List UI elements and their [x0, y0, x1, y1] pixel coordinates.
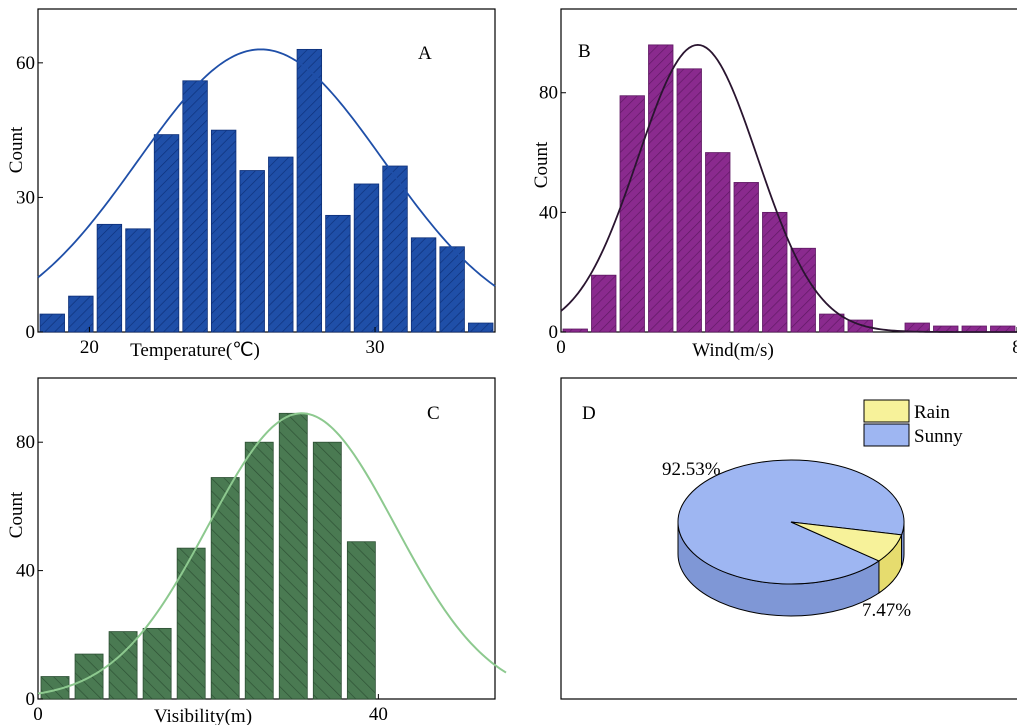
y-tick-label-b-1: 40: [539, 202, 558, 223]
bar-b-5: [705, 152, 731, 333]
x-tick-label-a-1: 30: [366, 337, 385, 358]
panel-a-ticks: 0 30 60 20 30: [16, 53, 385, 358]
bar-a-0: [39, 313, 65, 333]
bar-a-11: [353, 183, 380, 333]
x-tick-label-c-0: 0: [33, 704, 43, 725]
bar-a-8: [268, 156, 294, 333]
y-tick-label-c-2: 80: [16, 432, 35, 453]
bar-c-0: [40, 676, 70, 700]
x-tick-label-b-1: 8: [1012, 337, 1017, 358]
bar-b-4: [676, 68, 702, 333]
bar-b-8: [790, 247, 816, 333]
legend-swatch-sunny: [863, 423, 910, 447]
panel-a-label: A: [418, 43, 432, 64]
panel-c-x-label: Visibility(m): [154, 706, 252, 725]
panel-d-label: D: [582, 403, 596, 424]
legend-label-rain: Rain: [914, 402, 950, 423]
bar-a-7: [239, 170, 265, 333]
pie-value-label-rain: 7.47%: [862, 600, 911, 621]
y-tick-label-a-1: 30: [16, 187, 35, 208]
panel-c-bars: [40, 412, 376, 700]
bar-a-2: [96, 223, 123, 333]
panel-b-label: B: [578, 41, 591, 62]
bar-c-5: [210, 477, 240, 700]
panel-b-fit-curve: [560, 43, 1017, 333]
panel-c-ticks: 0 40 80 0 40: [16, 432, 388, 725]
pie-slice-rain: [790, 521, 903, 562]
bar-a-15: [468, 322, 494, 333]
panel-c-fit-curve: [37, 412, 507, 695]
bar-a-3: [125, 228, 151, 333]
panel-d-frame: [560, 377, 1017, 700]
x-tick-label-c-1: 40: [369, 704, 388, 725]
panel-a-y-label: Count: [6, 126, 27, 173]
panel-b-x-label: Wind(m/s): [692, 340, 774, 361]
legend-label-sunny: Sunny: [914, 426, 963, 447]
panel-a-temperature-histogram: 0 30 60 20 30 A Temperature(℃) Count: [6, 8, 496, 361]
panel-c-y-label: Count: [6, 491, 27, 538]
bar-a-14: [439, 246, 465, 333]
bar-a-9: [296, 48, 323, 333]
bar-a-5: [182, 80, 208, 333]
y-tick-label-b-0: 0: [549, 322, 559, 343]
pie-value-label-sunny: 92.53%: [662, 459, 721, 480]
panel-b-bars: [562, 44, 1016, 333]
panel-b-wind-histogram: 0 40 80 0 8 B Wind(m/s) Count: [531, 8, 1017, 361]
panel-b-ticks: 0 40 80 0 8: [539, 83, 1017, 358]
bar-a-13: [410, 237, 437, 333]
y-tick-label-a-2: 60: [16, 53, 35, 74]
bar-b-7: [762, 211, 788, 333]
panel-a-bars: [39, 48, 494, 333]
bar-b-10: [847, 319, 873, 333]
bar-c-7: [278, 412, 308, 700]
bar-c-6: [244, 441, 274, 700]
y-tick-label-b-2: 80: [539, 83, 558, 104]
y-tick-label-c-0: 0: [26, 689, 36, 710]
bar-c-4: [176, 547, 206, 700]
bar-b-1: [591, 274, 617, 333]
y-tick-label-a-0: 0: [26, 322, 36, 343]
bar-a-6: [210, 129, 237, 333]
bar-b-0: [562, 328, 588, 333]
panel-a-x-label: Temperature(℃): [130, 340, 260, 361]
bar-b-3: [648, 44, 674, 333]
bar-b-6: [733, 182, 759, 333]
bar-c-3: [142, 627, 172, 700]
bar-a-10: [325, 214, 351, 333]
panel-d-weather-pie: D Rain Sunny 92.53% 7.47%: [560, 377, 1017, 700]
y-tick-label-c-1: 40: [16, 561, 35, 582]
bar-a-1: [68, 295, 94, 333]
panel-a-frame: [37, 8, 496, 333]
legend-swatch-rain: [863, 399, 910, 423]
bar-c-9: [346, 541, 376, 700]
bar-a-12: [382, 165, 408, 333]
bar-b-2: [619, 95, 645, 333]
panel-c-visibility-histogram: 0 40 80 0 40 C Visibility(m) Count: [6, 377, 507, 725]
bar-a-4: [153, 134, 180, 333]
panel-c-label: C: [427, 403, 440, 424]
panel-d-pie: [677, 459, 905, 617]
panel-d-legend: Rain Sunny: [863, 399, 963, 447]
x-tick-label-a-0: 20: [80, 337, 99, 358]
panel-a-fit-curve: [37, 48, 496, 287]
x-tick-label-b-0: 0: [556, 337, 566, 358]
panel-b-y-label: Count: [531, 141, 552, 188]
bar-b-9: [819, 313, 845, 333]
bar-c-8: [312, 441, 342, 700]
